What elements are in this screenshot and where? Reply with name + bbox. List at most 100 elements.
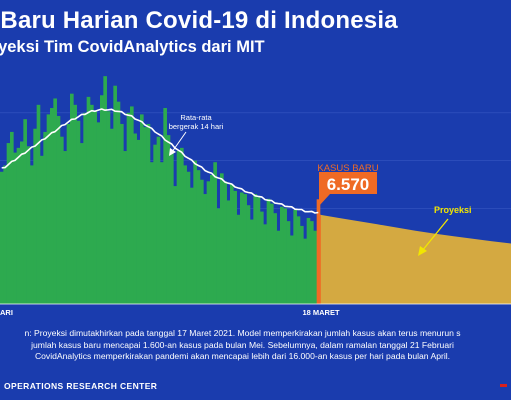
bar [163, 108, 167, 305]
bar [173, 186, 177, 304]
bar [216, 208, 221, 304]
bar [293, 209, 297, 304]
footnote-line: n: Proyeksi dimutakhirkan pada tanggal 1… [24, 328, 461, 338]
projection-area [319, 214, 511, 304]
bar [156, 136, 161, 304]
bar [220, 173, 224, 304]
bar [246, 205, 251, 304]
bar [26, 146, 31, 304]
bar [166, 135, 171, 304]
footnote: n: Proyeksi dimutakhirkan pada tanggal 1… [0, 328, 511, 363]
bar [180, 147, 184, 304]
bar [303, 238, 307, 304]
bar [253, 194, 257, 304]
daily-cases-bars [0, 76, 321, 305]
bar [6, 143, 11, 304]
bar [273, 213, 277, 304]
footnote-line: CovidAnalytics memperkirakan pandemi aka… [34, 351, 451, 361]
bar [3, 165, 7, 304]
callout-box [319, 172, 377, 194]
bar [36, 104, 41, 304]
bar [203, 194, 207, 304]
bar [143, 127, 147, 304]
bar [233, 190, 237, 304]
bar [93, 111, 97, 304]
bar [23, 119, 27, 304]
bar [200, 179, 204, 304]
bar [190, 187, 194, 304]
bar [53, 98, 57, 305]
bar [40, 155, 44, 304]
bar [270, 203, 274, 304]
moving-average-arrow [171, 131, 187, 153]
projection-arrow [421, 218, 449, 252]
label-line: bergerak 14 hari [169, 122, 224, 131]
bar [50, 108, 54, 305]
moving-average-line [1, 108, 319, 214]
bar [96, 122, 101, 304]
bar [110, 128, 114, 304]
bar [136, 139, 141, 304]
x-tick-label: 18 MARET [302, 308, 340, 317]
bar [230, 184, 234, 304]
footer-credit: OPERATIONS RESEARCH CENTER [4, 381, 158, 391]
bar [70, 93, 74, 305]
bar [0, 171, 4, 304]
projection-label: Proyeksi [434, 205, 472, 215]
bar [46, 114, 51, 304]
bar [73, 104, 77, 304]
bar [90, 104, 94, 304]
bar [80, 143, 84, 304]
label-line: Rata-rata [180, 113, 212, 122]
bar [210, 174, 214, 304]
bar [66, 123, 71, 304]
bar [250, 219, 254, 304]
bar [13, 152, 17, 304]
bar [183, 165, 187, 304]
bar [86, 96, 91, 304]
moving-average-label: Rata-rata bergerak 14 hari [169, 113, 224, 131]
bar [20, 141, 24, 304]
projection-arrowhead [418, 246, 427, 256]
bar [213, 162, 217, 304]
bar [286, 221, 291, 304]
chart-subtitle: oyeksi Tim CovidAnalytics dari MIT [0, 38, 265, 56]
bar [276, 230, 281, 304]
bar [33, 128, 37, 304]
projection-fill [320, 214, 511, 304]
bar [146, 123, 151, 304]
callout-pointer [319, 194, 330, 206]
bar [16, 147, 21, 304]
bar [240, 192, 244, 304]
bar [300, 225, 304, 304]
bar [280, 206, 284, 304]
bar [260, 211, 264, 304]
bar [176, 151, 181, 304]
bar [116, 101, 121, 304]
callout-value: 6.570 [327, 175, 370, 194]
bar [153, 144, 157, 304]
bar [60, 136, 64, 304]
bar [266, 198, 271, 304]
bar [150, 162, 154, 304]
bar [256, 197, 261, 304]
bar [10, 131, 14, 304]
callout-label: KASUS BARU [317, 163, 378, 174]
bar [130, 106, 134, 304]
bar [263, 224, 267, 304]
bar [133, 133, 137, 304]
bar [123, 151, 127, 304]
bar [126, 112, 131, 304]
bar [283, 208, 287, 304]
bar [43, 131, 47, 304]
bar [223, 181, 227, 304]
bar [106, 111, 111, 304]
x-tick-label: ARI [0, 308, 13, 317]
bar [120, 123, 124, 304]
bar-latest [316, 199, 321, 304]
bar [236, 214, 241, 304]
bar [140, 114, 144, 304]
moving-average-path [1, 108, 319, 214]
bar [296, 216, 301, 304]
